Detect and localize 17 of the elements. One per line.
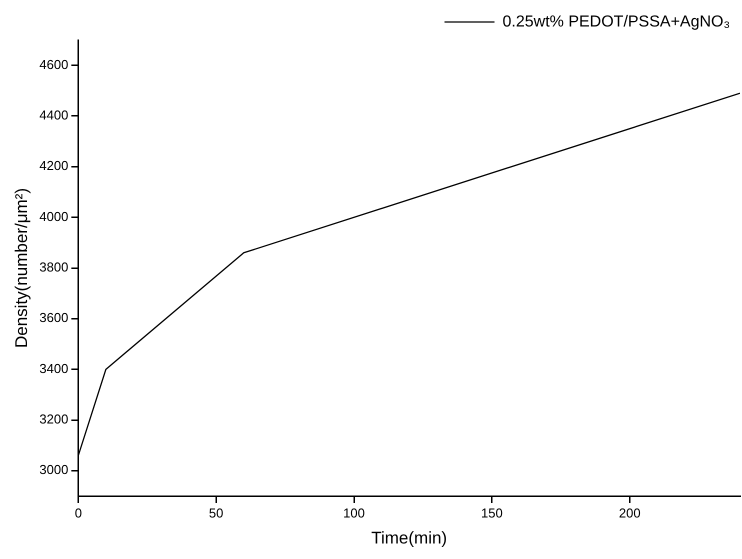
y-tick-label: 4000: [39, 208, 68, 224]
legend-label: 0.25wt% PEDOT/PSSA+AgNO₃: [502, 13, 730, 30]
y-tick-label: 3800: [39, 260, 68, 275]
x-tick-label: 50: [208, 505, 224, 520]
y-tick-label: 4600: [39, 56, 68, 72]
y-tick-label: 4200: [39, 158, 68, 174]
x-tick-label: 100: [343, 505, 365, 520]
y-tick-label: 3200: [39, 412, 68, 427]
x-tick-label: 200: [618, 505, 641, 520]
x-axis-title: Time(min): [371, 528, 448, 548]
y-tick-label: 3600: [39, 310, 68, 326]
y-axis-title: Density(number/μm²): [12, 188, 31, 348]
y-tick-label: 4400: [39, 108, 68, 123]
x-tick-label: 150: [481, 505, 503, 520]
y-tick-label: 3400: [39, 360, 68, 376]
x-tick-label: 0: [74, 505, 82, 520]
y-tick-label: 3000: [39, 462, 68, 478]
